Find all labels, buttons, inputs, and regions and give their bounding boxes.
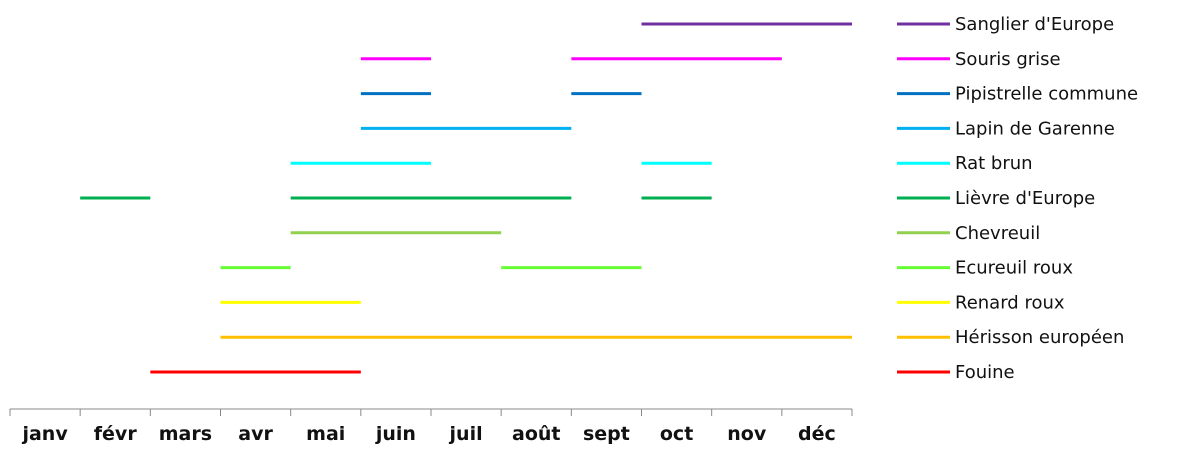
legend-label-4: Rat brun xyxy=(955,153,1033,174)
month-label-5: juin xyxy=(375,423,416,445)
legend-label-5: Lièvre d'Europe xyxy=(955,188,1095,209)
month-label-1: févr xyxy=(94,423,138,445)
month-label-6: juil xyxy=(449,423,483,445)
month-label-4: mai xyxy=(306,423,345,445)
month-label-10: nov xyxy=(727,423,767,445)
month-label-8: sept xyxy=(583,423,630,445)
month-label-11: déc xyxy=(798,423,836,445)
legend-label-3: Lapin de Garenne xyxy=(955,118,1115,139)
legend-label-10: Fouine xyxy=(955,362,1015,383)
legend-label-0: Sanglier d'Europe xyxy=(955,14,1114,35)
month-label-7: août xyxy=(512,423,560,445)
legend-label-8: Renard roux xyxy=(955,292,1065,313)
legend-label-6: Chevreuil xyxy=(955,223,1040,244)
legend-label-2: Pipistrelle commune xyxy=(955,84,1138,105)
legend-label-7: Ecureuil roux xyxy=(955,258,1073,279)
legend-label-1: Souris grise xyxy=(955,49,1061,70)
month-label-0: janv xyxy=(21,423,68,445)
month-label-2: mars xyxy=(159,423,212,445)
month-label-9: oct xyxy=(660,423,693,445)
legend-label-9: Hérisson européen xyxy=(955,327,1124,348)
month-label-3: avr xyxy=(238,423,273,445)
